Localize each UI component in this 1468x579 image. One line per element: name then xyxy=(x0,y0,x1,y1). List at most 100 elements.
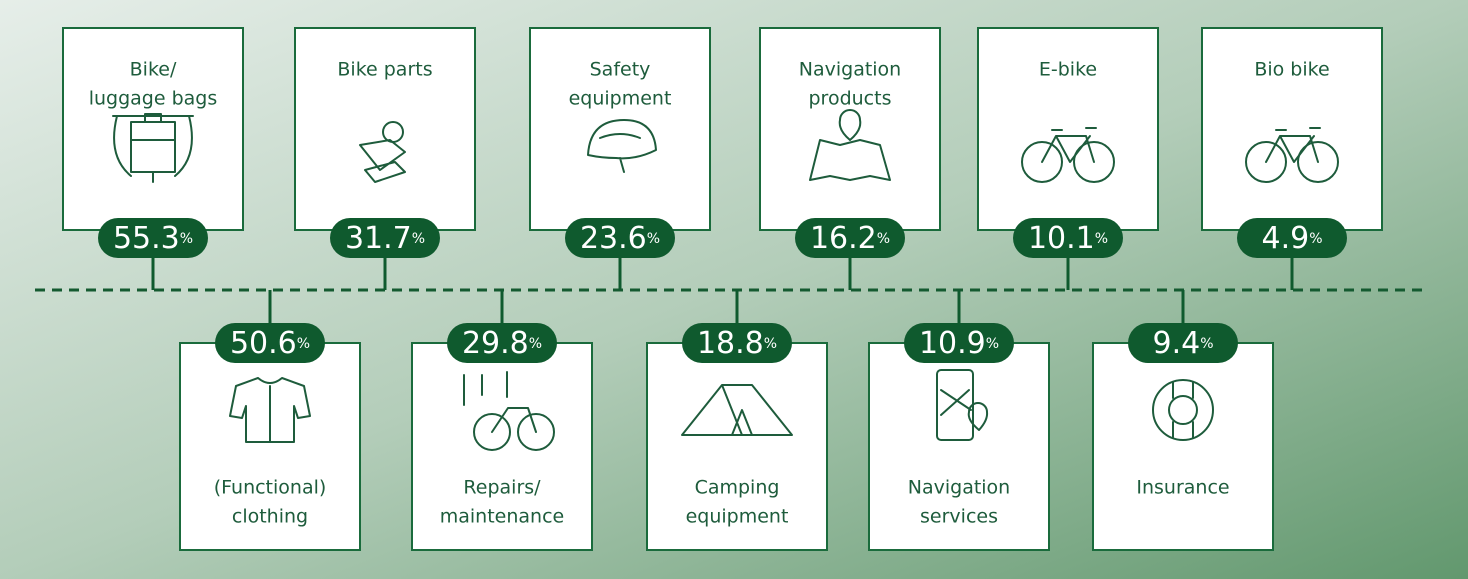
value-unit: % xyxy=(647,231,660,247)
card-label: Safety xyxy=(590,59,651,81)
value-number: 55.3 xyxy=(113,221,180,256)
icon xyxy=(1172,381,1194,439)
value-number: 29.8 xyxy=(462,326,529,361)
value-text: 9.4% xyxy=(1152,326,1213,361)
card-box xyxy=(294,27,476,231)
value-text: 18.8% xyxy=(697,326,777,361)
value-unit: % xyxy=(180,231,193,247)
card-box xyxy=(62,27,244,231)
value-pill xyxy=(330,218,440,258)
value-pill xyxy=(795,218,905,258)
value-pill xyxy=(447,323,557,363)
value-pill xyxy=(565,218,675,258)
card-label: E-bike xyxy=(1039,59,1097,81)
value-number: 50.6 xyxy=(230,326,297,361)
icon xyxy=(1073,141,1115,183)
icon xyxy=(359,139,406,183)
icon xyxy=(587,119,657,173)
category-card: Bike parts 31.7% xyxy=(294,27,476,290)
value-text: 16.2% xyxy=(810,221,890,256)
value-number: 10.1 xyxy=(1028,221,1095,256)
category-card: Bio bike 4.9% xyxy=(1201,27,1383,290)
value-text: 10.9% xyxy=(919,326,999,361)
card-label: Bike/ xyxy=(130,59,177,81)
card-box xyxy=(529,27,711,231)
card-label: Navigation xyxy=(799,59,901,81)
value-pill xyxy=(1013,218,1123,258)
card-label: equipment xyxy=(569,88,672,110)
card-label: maintenance xyxy=(440,506,564,528)
value-unit: % xyxy=(1309,231,1322,247)
card-box xyxy=(868,342,1050,551)
value-text: 31.7% xyxy=(345,221,425,256)
card-box xyxy=(1092,342,1274,551)
icon xyxy=(681,384,793,436)
value-pill xyxy=(904,323,1014,363)
value-pill xyxy=(215,323,325,363)
category-card: E-bike 10.1% xyxy=(977,27,1159,290)
card-label: Repairs/ xyxy=(463,477,541,499)
value-unit: % xyxy=(1200,336,1213,352)
category-card: Safety equipment 23.6% xyxy=(529,27,711,290)
value-unit: % xyxy=(529,336,542,352)
value-unit: % xyxy=(1095,231,1108,247)
value-text: 29.8% xyxy=(462,326,542,361)
icon xyxy=(1265,127,1321,163)
value-text: 4.9% xyxy=(1261,221,1322,256)
category-card: Insurance 9.4% xyxy=(1092,290,1274,551)
category-card: Bike/luggage bags 55.3% xyxy=(62,27,244,290)
value-number: 9.4 xyxy=(1152,326,1200,361)
icon xyxy=(1245,141,1287,183)
card-label: equipment xyxy=(686,506,789,528)
icon xyxy=(940,389,989,431)
card-label: Bio bike xyxy=(1254,59,1329,81)
value-text: 10.1% xyxy=(1028,221,1108,256)
category-card: (Functional) clothing 50.6% xyxy=(179,290,361,551)
value-unit: % xyxy=(412,231,425,247)
icon xyxy=(809,109,891,181)
card-label: (Functional) xyxy=(214,477,327,499)
icon xyxy=(1297,141,1339,183)
icon xyxy=(1168,395,1198,425)
card-label: Camping xyxy=(695,477,780,499)
value-unit: % xyxy=(297,336,310,352)
value-unit: % xyxy=(764,336,777,352)
card-box xyxy=(759,27,941,231)
icon xyxy=(229,377,311,443)
value-pill xyxy=(98,218,208,258)
card-box xyxy=(977,27,1159,231)
icon xyxy=(517,413,555,451)
card-label: clothing xyxy=(232,506,308,528)
card-label: products xyxy=(809,88,892,110)
value-text: 23.6% xyxy=(580,221,660,256)
icon xyxy=(1041,127,1097,163)
value-pill xyxy=(682,323,792,363)
value-unit: % xyxy=(986,336,999,352)
icon xyxy=(1152,379,1214,441)
card-label: Navigation xyxy=(908,477,1010,499)
card-label: Insurance xyxy=(1136,477,1229,499)
value-number: 4.9 xyxy=(1261,221,1309,256)
value-text: 50.6% xyxy=(230,326,310,361)
card-label: luggage bags xyxy=(89,88,218,110)
icon xyxy=(473,413,511,451)
value-pill xyxy=(1237,218,1347,258)
card-label: services xyxy=(920,506,998,528)
category-card: Repairs/maintenance 29.8% xyxy=(411,290,593,551)
icon xyxy=(1021,141,1063,183)
category-card: Navigation products 16.2% xyxy=(759,27,941,290)
value-number: 18.8 xyxy=(697,326,764,361)
icon xyxy=(112,113,194,183)
value-unit: % xyxy=(877,231,890,247)
category-card: Camping equipment 18.8% xyxy=(646,290,828,551)
value-number: 16.2 xyxy=(810,221,877,256)
value-text: 55.3% xyxy=(113,221,193,256)
value-number: 31.7 xyxy=(345,221,412,256)
category-card: Navigation services 10.9% xyxy=(868,290,1050,551)
card-box xyxy=(646,342,828,551)
value-number: 23.6 xyxy=(580,221,647,256)
card-box xyxy=(1201,27,1383,231)
card-box xyxy=(179,342,361,551)
value-number: 10.9 xyxy=(919,326,986,361)
